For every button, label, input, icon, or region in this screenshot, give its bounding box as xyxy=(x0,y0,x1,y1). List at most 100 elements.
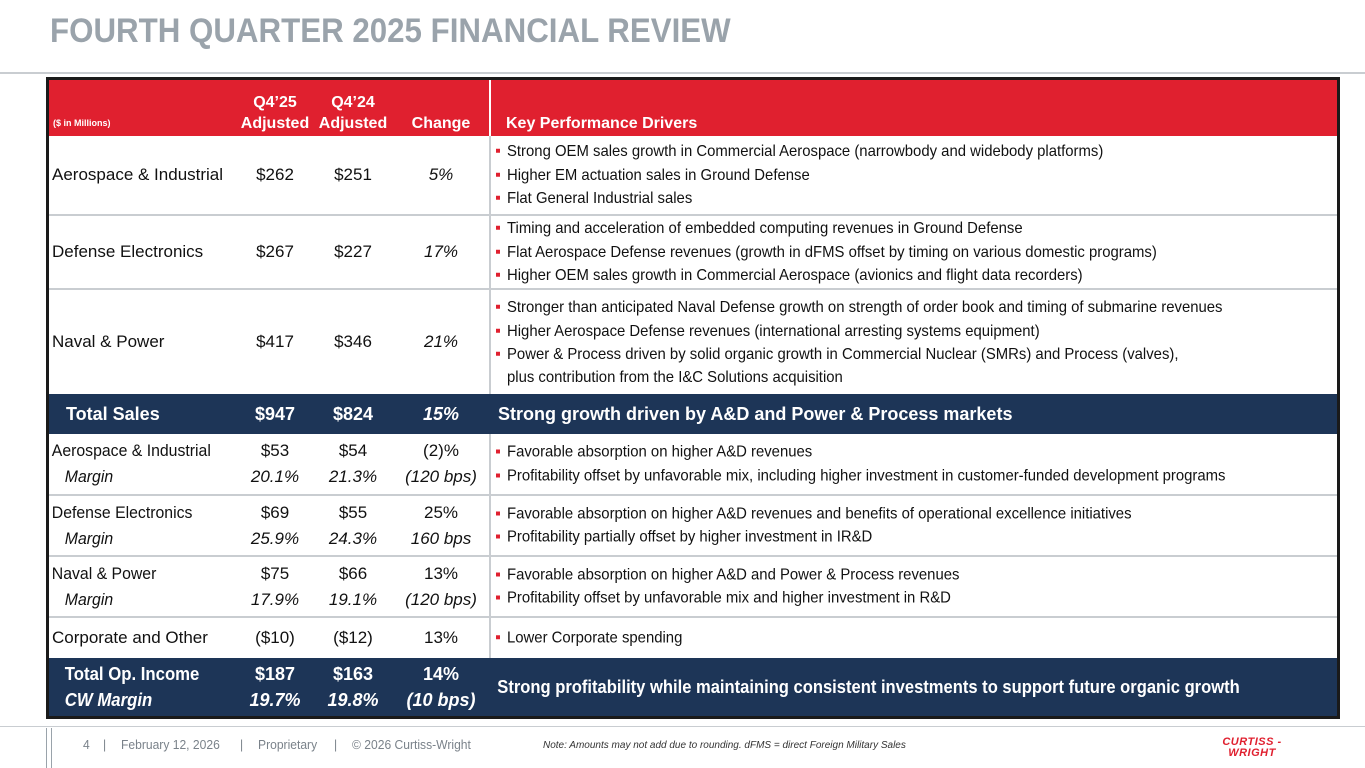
row-sub-label: CW Margin xyxy=(64,690,153,710)
header-change: Change xyxy=(393,80,489,136)
page-title: FOURTH QUARTER 2025 FINANCIAL REVIEW xyxy=(50,12,731,50)
table-row-sales-defense: Defense Electronics $267 $227 17% Timing… xyxy=(49,216,1337,290)
table-row-income-defense: Defense Electronics Margin $69 25.9% $55… xyxy=(49,496,1337,557)
table-row-corporate: Corporate and Other ($10) ($12) 13% Lowe… xyxy=(49,618,1337,658)
change-value: 5% xyxy=(428,165,454,184)
change-value: 14% xyxy=(422,664,460,684)
list-item: Strong OEM sales growth in Commercial Ae… xyxy=(496,140,1148,164)
title-divider xyxy=(0,72,1365,74)
list-item: Profitability partially offset by higher… xyxy=(496,526,1179,550)
drivers-list: Strong OEM sales growth in Commercial Ae… xyxy=(496,140,1148,211)
row-name: Total Sales xyxy=(66,404,160,424)
header-drivers: Key Performance Drivers xyxy=(489,80,1337,136)
change-margin: 160 bps xyxy=(410,529,472,548)
change-value: (2)% xyxy=(423,441,459,460)
table-row-income-naval: Naval & Power Margin $75 17.9% $66 19.1%… xyxy=(49,557,1337,618)
drivers-list: Stronger than anticipated Naval Defense … xyxy=(496,296,1276,389)
q25-value: $75 xyxy=(260,564,290,583)
row-sub-label: Margin xyxy=(64,467,114,486)
q25-margin: 25.9% xyxy=(250,529,300,548)
change-value: 21% xyxy=(423,332,459,351)
q25-value: $267 xyxy=(256,242,294,261)
table-header-row: ($ in Millions) Q4’25 Adjusted Q4’24 Adj… xyxy=(49,80,1337,136)
q25-margin: 17.9% xyxy=(250,590,300,609)
footer-separator: | xyxy=(240,737,244,752)
footer-date: February 12, 2026 xyxy=(121,737,220,752)
q24-value: $163 xyxy=(332,664,374,684)
change-value: 13% xyxy=(423,564,459,583)
header-q24-line2: Adjusted xyxy=(318,115,388,132)
drivers-list: Favorable absorption on higher A&D reven… xyxy=(496,441,1280,488)
footer-separator: | xyxy=(334,737,338,752)
q25-margin: 20.1% xyxy=(250,467,300,486)
list-item: Lower Corporate spending xyxy=(496,626,696,650)
footer-classification: Proprietary xyxy=(258,737,318,752)
table-row-income-aerospace: Aerospace & Industrial Margin $53 20.1% … xyxy=(49,434,1337,496)
logo-line1: CURTISS - xyxy=(1222,736,1282,748)
q24-margin: 19.1% xyxy=(328,590,378,609)
bullet-icon xyxy=(496,351,500,356)
bullet-icon xyxy=(496,635,500,640)
list-item: Power & Process driven by solid organic … xyxy=(496,343,1276,367)
q25-value: $69 xyxy=(260,503,290,522)
drivers-list: Timing and acceleration of embedded comp… xyxy=(496,217,1206,288)
bullet-icon xyxy=(496,449,500,454)
page-number: 4 xyxy=(83,737,90,752)
total-sales-driver: Strong growth driven by A&D and Power & … xyxy=(498,404,1013,424)
header-q25: Q4’25 Adjusted xyxy=(237,80,313,136)
footer-copyright: © 2026 Curtiss-Wright xyxy=(352,737,471,752)
list-item: Higher Aerospace Defense revenues (inter… xyxy=(496,319,1276,343)
row-name: Aerospace & Industrial xyxy=(51,441,211,460)
row-sub-label: Margin xyxy=(64,590,114,609)
q24-value: $346 xyxy=(334,332,372,351)
drivers-list: Favorable absorption on higher A&D and P… xyxy=(496,563,994,610)
table-row-sales-naval: Naval & Power $417 $346 21% Stronger tha… xyxy=(49,290,1337,394)
change-value: 17% xyxy=(423,242,459,261)
q24-value: $227 xyxy=(334,242,372,261)
change-value: 25% xyxy=(423,503,459,522)
bullet-icon xyxy=(496,249,500,254)
list-item: Higher OEM sales growth in Commercial Ae… xyxy=(496,264,1206,288)
header-q24-line1: Q4’24 xyxy=(331,94,375,111)
q25-value: $187 xyxy=(254,664,296,684)
change-value: 13% xyxy=(423,628,459,647)
q24-value: $54 xyxy=(338,441,368,460)
q25-margin: 19.7% xyxy=(249,690,301,710)
footer-accent-line xyxy=(51,728,52,768)
q24-margin: 24.3% xyxy=(328,529,378,548)
table-row-total-sales: Total Sales $947 $824 15% Strong growth … xyxy=(49,394,1337,434)
q24-value: $251 xyxy=(334,165,372,184)
row-name: Defense Electronics xyxy=(51,503,193,522)
financial-review-table: ($ in Millions) Q4’25 Adjusted Q4’24 Adj… xyxy=(46,77,1340,719)
logo-line2: WRIGHT xyxy=(1228,747,1276,759)
row-name: Naval & Power xyxy=(52,332,165,351)
table-row-sales-aerospace: Aerospace & Industrial $262 $251 5% Stro… xyxy=(49,136,1337,216)
change-margin: (120 bps) xyxy=(405,467,477,486)
list-item: Stronger than anticipated Naval Defense … xyxy=(496,296,1276,320)
drivers-list: Favorable absorption on higher A&D reven… xyxy=(496,502,1179,549)
row-name: Naval & Power xyxy=(51,564,157,583)
bullet-icon xyxy=(496,225,500,230)
q24-value: $824 xyxy=(332,404,374,424)
bullet-icon xyxy=(496,328,500,333)
header-q25-line2: Adjusted xyxy=(240,115,310,132)
header-drivers-label: Key Performance Drivers xyxy=(506,115,698,132)
list-item: Flat Aerospace Defense revenues (growth … xyxy=(496,240,1206,264)
q24-value: $66 xyxy=(338,564,368,583)
footer-separator: | xyxy=(103,737,107,752)
q25-value: $262 xyxy=(256,165,294,184)
row-name: Aerospace & Industrial xyxy=(52,165,224,184)
q25-value: $947 xyxy=(254,404,296,424)
list-item: Profitability offset by unfavorable mix,… xyxy=(496,464,1280,488)
list-item: Timing and acceleration of embedded comp… xyxy=(496,217,1206,241)
q25-value: $417 xyxy=(256,332,294,351)
q24-value: $55 xyxy=(338,503,368,522)
list-item-continuation: plus contribution from the I&C Solutions… xyxy=(507,368,843,386)
list-item: Flat General Industrial sales xyxy=(496,187,1148,211)
table-row-total-op-income: Total Op. Income CW Margin $187 19.7% $1… xyxy=(49,658,1337,716)
header-q25-line1: Q4’25 xyxy=(253,94,297,111)
bullet-icon xyxy=(496,272,500,277)
bullet-icon xyxy=(496,473,500,477)
footer-note: Note: Amounts may not add due to roundin… xyxy=(543,740,906,751)
change-value: 15% xyxy=(422,404,460,424)
